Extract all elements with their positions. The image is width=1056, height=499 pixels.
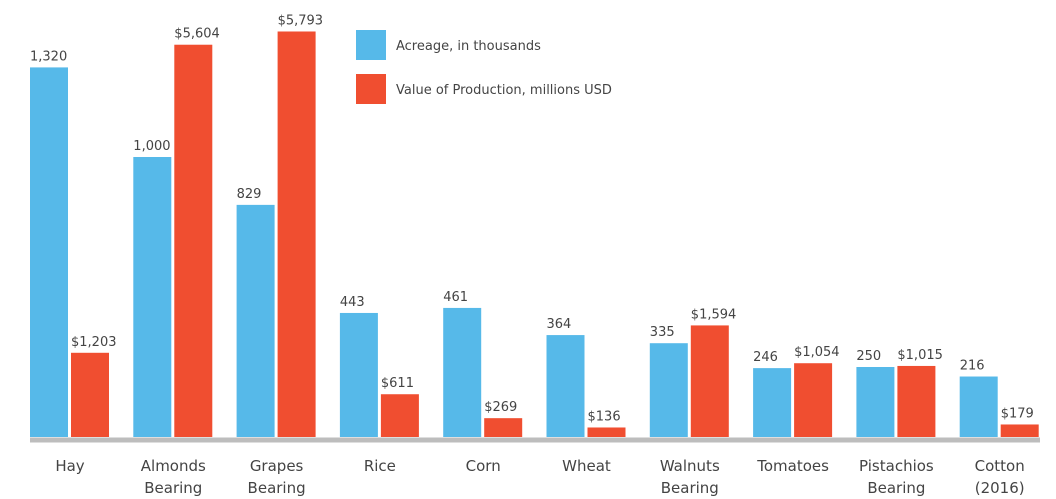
bar: [380, 394, 419, 437]
x-tick-label: Corn: [465, 457, 501, 475]
value-label: $1,054: [794, 345, 840, 360]
x-tick-label: Pistachios Bearing: [859, 457, 934, 497]
value-label: $5,793: [278, 13, 324, 28]
bar: [484, 418, 523, 437]
x-tick-label: Grapes Bearing: [247, 457, 306, 497]
bar: [587, 427, 626, 437]
bar: [690, 325, 729, 437]
legend-swatch: [356, 74, 386, 104]
value-label: $611: [381, 376, 414, 391]
bar: [959, 376, 998, 437]
value-label: 829: [237, 187, 262, 202]
value-label: $1,594: [691, 307, 737, 322]
value-label: $1,015: [897, 348, 943, 363]
value-label: 216: [960, 359, 985, 374]
bar: [649, 343, 688, 437]
x-tick-label: Wheat: [562, 457, 611, 475]
bar: [30, 67, 68, 438]
value-label: $1,203: [71, 335, 117, 350]
bar: [133, 157, 172, 437]
bar: [546, 335, 585, 437]
value-label: 246: [753, 350, 778, 365]
value-label: 1,320: [30, 49, 67, 64]
bar: [339, 312, 378, 437]
bar: [174, 44, 213, 437]
x-tick-label: Tomatoes: [757, 457, 829, 475]
value-label: $179: [1001, 406, 1034, 421]
value-label: 250: [856, 349, 881, 364]
value-label: 443: [340, 295, 365, 310]
legend-label: Acreage, in thousands: [396, 39, 541, 54]
value-label: $5,604: [174, 27, 220, 42]
x-tick-label: Rice: [363, 457, 396, 475]
bar: [443, 307, 482, 437]
x-tick-label: Walnuts Bearing: [659, 457, 720, 497]
bar: [856, 367, 895, 437]
bar: [71, 352, 109, 437]
x-tick-label: Hay: [55, 457, 85, 475]
bar: [1000, 424, 1039, 437]
x-tick-label: Almonds Bearing: [140, 457, 206, 497]
bar: [277, 31, 316, 438]
bar: [753, 368, 792, 437]
legend-label: Value of Production, millions USD: [396, 83, 612, 98]
bar: [897, 365, 936, 437]
value-label: 364: [547, 317, 572, 332]
legend-swatch: [356, 30, 386, 60]
value-label: 461: [443, 290, 468, 305]
value-label: $136: [588, 409, 621, 424]
value-label: 335: [650, 325, 675, 340]
x-tick-label: Cotton (2016): [974, 457, 1025, 497]
value-label: $269: [484, 400, 517, 415]
value-label: 1,000: [133, 139, 170, 154]
bar: [794, 363, 833, 437]
bar: [236, 204, 275, 437]
